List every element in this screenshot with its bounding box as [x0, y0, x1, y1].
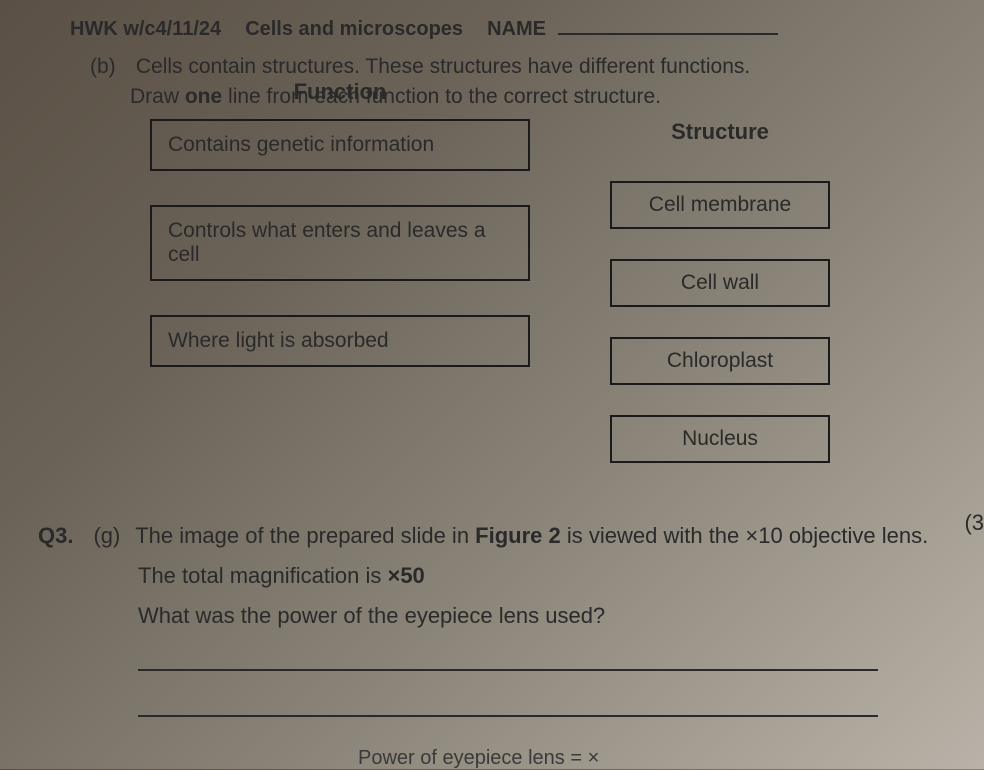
part-b-line1: Cells contain structures. These structur… — [136, 55, 750, 78]
structure-box[interactable]: Chloroplast — [610, 337, 830, 385]
part-b-label: (b) — [90, 55, 130, 79]
cutoff-text: Power of eyepiece lens = × — [358, 747, 974, 770]
structure-box[interactable]: Cell membrane — [610, 181, 830, 229]
q3-part-g: (g) — [93, 523, 129, 549]
q3-line1: The image of the prepared slide in Figur… — [135, 523, 928, 548]
structure-header: Structure — [610, 119, 830, 145]
q3-line2: The total magnification is ×50 — [138, 563, 974, 589]
function-box[interactable]: Where light is absorbed — [150, 315, 530, 367]
topic-title: Cells and microscopes — [245, 18, 463, 41]
q3-line3: What was the power of the eyepiece lens … — [138, 603, 974, 629]
function-box[interactable]: Controls what enters and leaves a cell — [150, 205, 530, 281]
name-label: NAME — [487, 18, 546, 40]
structure-box[interactable]: Cell wall — [610, 259, 830, 307]
answer-line-1[interactable] — [138, 669, 878, 671]
hwk-code: HWK w/c4/11/24 — [70, 18, 221, 41]
marks-paren: (3 — [964, 510, 984, 536]
name-blank-line[interactable] — [558, 33, 778, 35]
q3-label: Q3. — [38, 523, 73, 549]
function-box[interactable]: Contains genetic information — [150, 119, 530, 171]
structure-box[interactable]: Nucleus — [610, 415, 830, 463]
answer-line-2[interactable] — [138, 715, 878, 717]
function-header: Function — [150, 79, 530, 105]
